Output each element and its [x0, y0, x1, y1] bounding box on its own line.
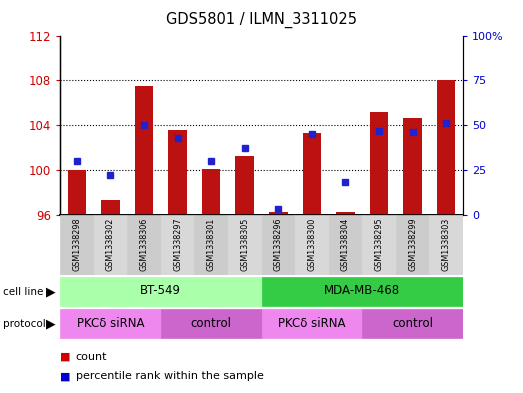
Text: PKCδ siRNA: PKCδ siRNA [77, 317, 144, 330]
Bar [235, 156, 254, 215]
Bar [60, 277, 262, 306]
Text: protocol: protocol [3, 319, 46, 329]
Bar [362, 215, 396, 275]
Bar [262, 215, 295, 275]
Text: GSM1338297: GSM1338297 [173, 218, 182, 271]
Bar [228, 215, 262, 275]
Bar [195, 215, 228, 275]
Text: BT-549: BT-549 [140, 285, 181, 298]
Text: GSM1338299: GSM1338299 [408, 218, 417, 271]
Text: ■: ■ [60, 351, 71, 362]
Bar [328, 215, 362, 275]
Bar [437, 81, 456, 215]
Text: PKCδ siRNA: PKCδ siRNA [278, 317, 346, 330]
Bar [269, 212, 288, 215]
Bar [60, 309, 161, 338]
Text: GSM1338296: GSM1338296 [274, 218, 283, 271]
Text: ▶: ▶ [47, 317, 56, 331]
Bar [101, 200, 120, 215]
Text: GSM1338301: GSM1338301 [207, 218, 215, 271]
Bar [396, 215, 429, 275]
Text: control: control [191, 317, 232, 330]
Bar [262, 277, 463, 306]
Text: cell line: cell line [3, 286, 43, 297]
Text: count: count [76, 351, 107, 362]
Text: GSM1338300: GSM1338300 [308, 218, 316, 271]
Bar [127, 215, 161, 275]
Bar [135, 86, 153, 215]
Bar [161, 215, 195, 275]
Text: ▶: ▶ [47, 285, 56, 298]
Text: ■: ■ [60, 371, 71, 382]
Bar [161, 309, 262, 338]
Bar [303, 133, 321, 215]
Bar [67, 170, 86, 215]
Text: control: control [392, 317, 433, 330]
Bar [403, 118, 422, 215]
Bar [295, 215, 328, 275]
Bar [60, 215, 94, 275]
Text: GSM1338306: GSM1338306 [140, 218, 149, 271]
Bar [262, 309, 362, 338]
Bar [202, 169, 220, 215]
Bar [94, 215, 127, 275]
Bar [336, 212, 355, 215]
Text: percentile rank within the sample: percentile rank within the sample [76, 371, 264, 382]
Bar [168, 130, 187, 215]
Text: GSM1338304: GSM1338304 [341, 218, 350, 271]
Text: GSM1338298: GSM1338298 [72, 218, 82, 271]
Bar [429, 215, 463, 275]
Bar [370, 112, 388, 215]
Bar [362, 309, 463, 338]
Text: GSM1338305: GSM1338305 [240, 218, 249, 271]
Text: GDS5801 / ILMN_3311025: GDS5801 / ILMN_3311025 [166, 12, 357, 28]
Text: GSM1338303: GSM1338303 [441, 218, 451, 271]
Text: MDA-MB-468: MDA-MB-468 [324, 285, 400, 298]
Text: GSM1338295: GSM1338295 [374, 218, 383, 271]
Text: GSM1338302: GSM1338302 [106, 218, 115, 271]
